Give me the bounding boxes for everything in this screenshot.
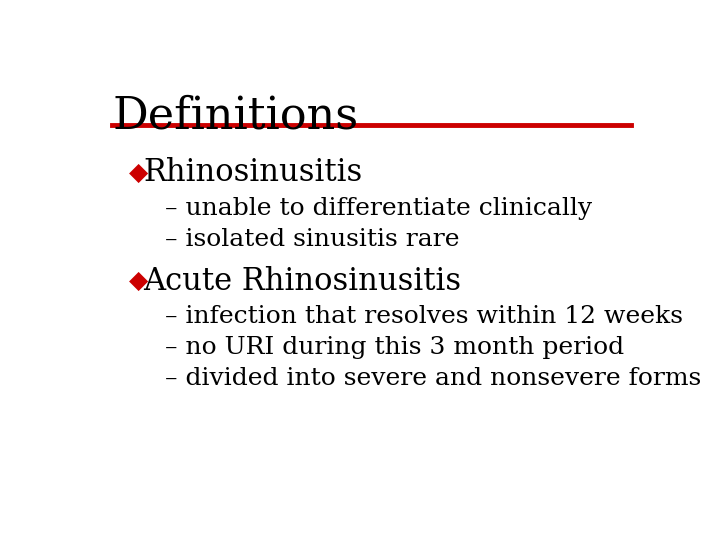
Text: – infection that resolves within 12 weeks: – infection that resolves within 12 week… — [166, 305, 683, 328]
Text: – divided into severe and nonsevere forms: – divided into severe and nonsevere form… — [166, 367, 701, 390]
Text: – unable to differentiate clinically: – unable to differentiate clinically — [166, 197, 593, 220]
Text: – no URI during this 3 month period: – no URI during this 3 month period — [166, 336, 624, 359]
Text: Definitions: Definitions — [112, 94, 359, 137]
Text: Rhinosinusitis: Rhinosinusitis — [143, 157, 362, 188]
Text: Acute Rhinosinusitis: Acute Rhinosinusitis — [143, 266, 461, 296]
Text: ◆: ◆ — [129, 269, 148, 293]
Text: ◆: ◆ — [129, 161, 148, 185]
Text: – isolated sinusitis rare: – isolated sinusitis rare — [166, 228, 460, 251]
